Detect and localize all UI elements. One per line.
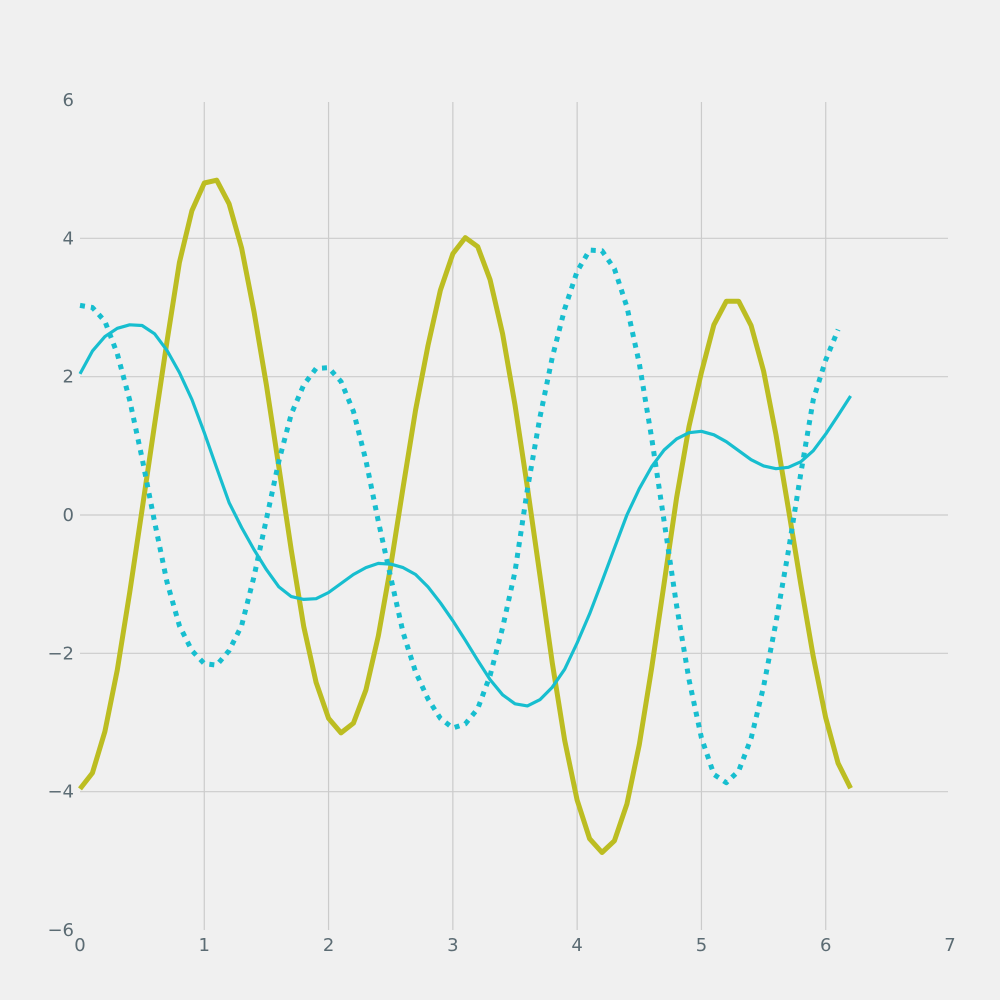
series-lines [78,177,853,855]
x-tick-label: 5 [696,935,707,956]
y-tick-label: −2 [47,643,74,664]
y-tick-label: 0 [63,505,74,526]
y-tick-label: −6 [47,920,74,941]
x-tick-label: 2 [323,935,334,956]
y-tick-label: 2 [63,367,74,388]
series-line-2 [79,247,841,786]
x-tick-label: 6 [820,935,831,956]
x-tick-label: 0 [74,935,85,956]
x-tick-label: 7 [944,935,955,956]
grid-lines [80,102,948,930]
tick-labels: 0 1 2 3 4 5 6 7 6 4 2 0 −2 −4 −6 [47,90,955,956]
series-line-3 [78,323,852,708]
y-tick-label: −4 [47,782,74,803]
series-line-1 [78,177,853,855]
x-tick-label: 1 [199,935,210,956]
x-tick-label: 3 [447,935,458,956]
y-tick-label: 6 [63,90,74,111]
y-tick-label: 4 [63,228,74,249]
x-tick-label: 4 [571,935,582,956]
